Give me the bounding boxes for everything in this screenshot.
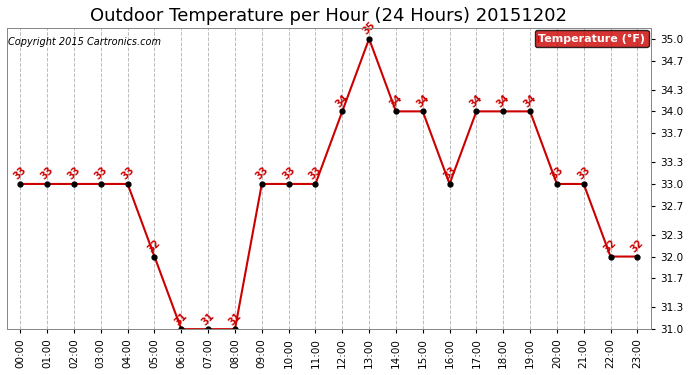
Text: 33: 33: [66, 165, 82, 182]
Text: 34: 34: [388, 93, 404, 109]
Text: 33: 33: [575, 165, 592, 182]
Text: 33: 33: [92, 165, 109, 182]
Text: 34: 34: [468, 93, 484, 109]
Text: 34: 34: [415, 93, 431, 109]
Text: Copyright 2015 Cartronics.com: Copyright 2015 Cartronics.com: [8, 37, 161, 47]
Text: 33: 33: [549, 165, 565, 182]
Text: 31: 31: [173, 310, 190, 327]
Text: 34: 34: [334, 93, 351, 109]
Text: 33: 33: [12, 165, 29, 182]
Text: 32: 32: [602, 238, 619, 254]
Text: 33: 33: [280, 165, 297, 182]
Text: 33: 33: [441, 165, 458, 182]
Text: 32: 32: [629, 238, 646, 254]
Text: 33: 33: [307, 165, 324, 182]
Title: Outdoor Temperature per Hour (24 Hours) 20151202: Outdoor Temperature per Hour (24 Hours) …: [90, 7, 567, 25]
Text: 31: 31: [226, 310, 244, 327]
Text: 32: 32: [146, 238, 163, 254]
Text: 35: 35: [361, 20, 377, 37]
Text: 33: 33: [39, 165, 55, 182]
Text: 34: 34: [495, 93, 511, 109]
Text: 34: 34: [522, 93, 538, 109]
Text: 33: 33: [253, 165, 270, 182]
Legend: Temperature (°F): Temperature (°F): [535, 30, 649, 47]
Text: 31: 31: [200, 310, 217, 327]
Text: 33: 33: [119, 165, 136, 182]
